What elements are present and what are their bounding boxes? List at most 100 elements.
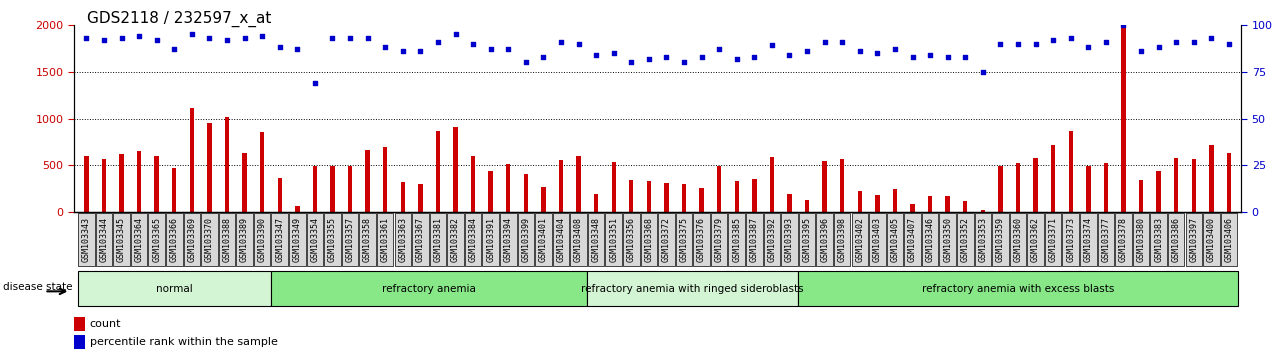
Point: [568, 41, 589, 46]
Bar: [541, 187, 545, 212]
FancyBboxPatch shape: [693, 213, 710, 266]
FancyBboxPatch shape: [974, 213, 991, 266]
Point: [973, 69, 994, 74]
Text: GSM103401: GSM103401: [539, 217, 548, 262]
Bar: [682, 184, 686, 212]
Bar: [365, 150, 370, 212]
Bar: [752, 179, 756, 212]
Point: [709, 46, 729, 52]
FancyBboxPatch shape: [1133, 213, 1149, 266]
Point: [990, 41, 1010, 46]
Text: GSM103360: GSM103360: [1014, 217, 1023, 262]
Text: GSM103387: GSM103387: [750, 217, 759, 262]
FancyBboxPatch shape: [218, 213, 235, 266]
FancyBboxPatch shape: [728, 213, 744, 266]
Text: GSM103384: GSM103384: [469, 217, 478, 262]
Bar: [418, 184, 423, 212]
Text: GSM103345: GSM103345: [117, 217, 126, 262]
Text: GSM103398: GSM103398: [838, 217, 847, 262]
Point: [410, 48, 430, 54]
Text: GSM103407: GSM103407: [908, 217, 917, 262]
FancyBboxPatch shape: [359, 213, 375, 266]
FancyBboxPatch shape: [465, 213, 481, 266]
Bar: [805, 200, 810, 212]
Point: [727, 56, 747, 61]
Point: [1184, 39, 1204, 45]
Bar: [1069, 131, 1073, 212]
Text: GSM103408: GSM103408: [575, 217, 584, 262]
FancyBboxPatch shape: [1027, 213, 1043, 266]
Bar: [630, 180, 633, 212]
Bar: [576, 156, 581, 212]
Bar: [1015, 163, 1020, 212]
Text: GSM103380: GSM103380: [1137, 217, 1145, 262]
Point: [111, 35, 132, 41]
FancyBboxPatch shape: [852, 213, 868, 266]
Point: [147, 37, 167, 42]
Bar: [401, 182, 405, 212]
Point: [252, 33, 272, 39]
FancyBboxPatch shape: [658, 213, 674, 266]
FancyBboxPatch shape: [429, 213, 446, 266]
FancyBboxPatch shape: [306, 213, 323, 266]
Point: [1096, 39, 1116, 45]
Text: GSM103346: GSM103346: [926, 217, 935, 262]
Bar: [1157, 171, 1161, 212]
Text: GSM103385: GSM103385: [732, 217, 741, 262]
Point: [269, 45, 290, 50]
Text: GSM103356: GSM103356: [627, 217, 636, 262]
FancyBboxPatch shape: [289, 213, 305, 266]
FancyBboxPatch shape: [1185, 213, 1202, 266]
Bar: [331, 166, 335, 212]
FancyBboxPatch shape: [587, 271, 798, 306]
Text: GSM103353: GSM103353: [978, 217, 987, 262]
FancyBboxPatch shape: [1080, 213, 1097, 266]
Text: GSM103373: GSM103373: [1066, 217, 1075, 262]
Bar: [243, 153, 246, 212]
Text: percentile rank within the sample: percentile rank within the sample: [89, 337, 277, 347]
FancyBboxPatch shape: [764, 213, 780, 266]
FancyBboxPatch shape: [483, 213, 499, 266]
Bar: [1227, 153, 1231, 212]
Text: GSM103400: GSM103400: [1207, 217, 1216, 262]
FancyBboxPatch shape: [922, 213, 939, 266]
Point: [358, 35, 378, 41]
Text: GSM103399: GSM103399: [521, 217, 530, 262]
Text: GSM103364: GSM103364: [134, 217, 143, 262]
Text: GSM103363: GSM103363: [398, 217, 407, 262]
FancyBboxPatch shape: [447, 213, 464, 266]
Point: [903, 54, 923, 59]
Text: GSM103390: GSM103390: [258, 217, 267, 262]
Text: GSM103361: GSM103361: [381, 217, 389, 262]
Point: [446, 31, 466, 37]
Bar: [1191, 159, 1197, 212]
Bar: [928, 196, 932, 212]
Text: GSM103406: GSM103406: [1225, 217, 1234, 262]
Bar: [893, 189, 898, 212]
Text: GSM103350: GSM103350: [944, 217, 953, 262]
Bar: [295, 206, 300, 212]
Point: [691, 54, 711, 59]
Point: [761, 42, 782, 48]
Bar: [1087, 166, 1091, 212]
Text: GSM103378: GSM103378: [1119, 217, 1128, 262]
Point: [1025, 41, 1046, 46]
FancyBboxPatch shape: [377, 213, 393, 266]
Point: [498, 46, 518, 52]
FancyBboxPatch shape: [271, 271, 587, 306]
Text: GSM103383: GSM103383: [1154, 217, 1163, 262]
Text: count: count: [89, 319, 121, 329]
Bar: [261, 132, 264, 212]
Bar: [770, 157, 774, 212]
Text: GSM103351: GSM103351: [609, 217, 618, 262]
Bar: [559, 160, 563, 212]
FancyBboxPatch shape: [184, 213, 200, 266]
Text: GSM103348: GSM103348: [591, 217, 600, 262]
Point: [621, 59, 641, 65]
Text: GSM103359: GSM103359: [996, 217, 1005, 262]
FancyBboxPatch shape: [956, 213, 973, 266]
Point: [516, 59, 536, 65]
Point: [550, 39, 571, 45]
Text: normal: normal: [156, 284, 193, 293]
Text: GSM103393: GSM103393: [785, 217, 794, 262]
